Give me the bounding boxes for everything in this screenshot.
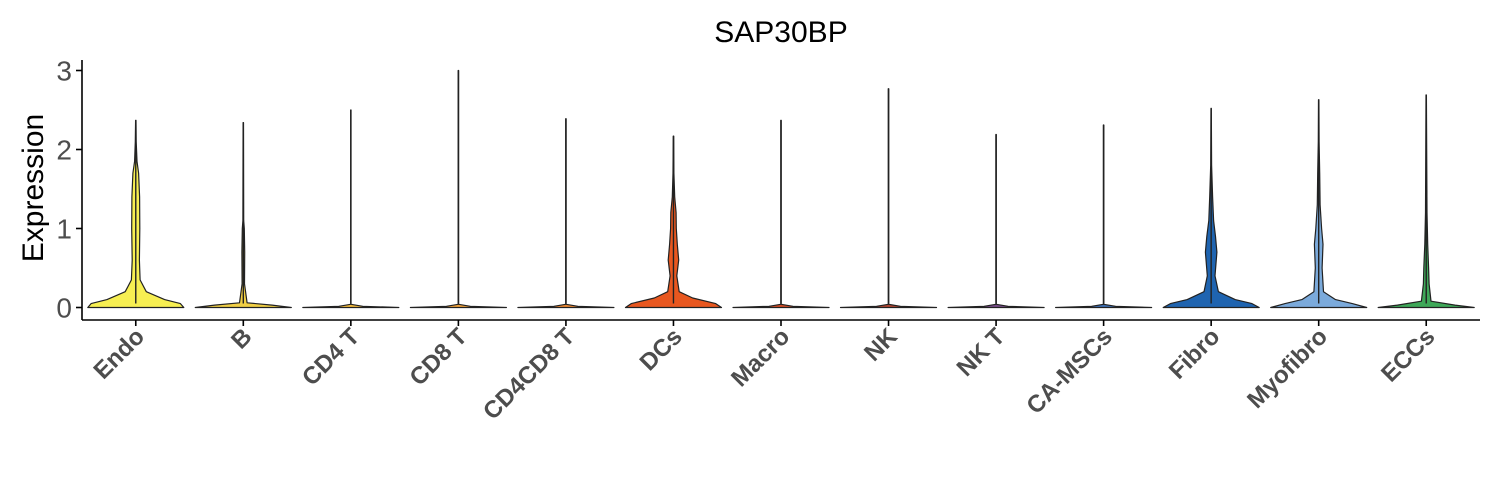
x-tick-label: CD8 T <box>405 323 473 391</box>
x-tick-label: Macro <box>726 323 795 392</box>
y-tick-label: 1 <box>56 214 72 245</box>
y-tick-label: 0 <box>56 293 72 324</box>
x-tick-label: CD4CD8 T <box>478 323 580 425</box>
x-tick-label: NK T <box>952 323 1011 382</box>
x-tick-label: Endo <box>88 323 150 385</box>
chart-title: SAP30BP <box>714 16 847 49</box>
y-axis-label: Expression <box>17 114 50 262</box>
y-tick-label: 3 <box>56 56 72 87</box>
y-axis-ticks: 0 1 2 3 <box>56 56 82 324</box>
x-tick-label: CD4 T <box>297 323 365 391</box>
x-tick-label: DCs <box>635 323 688 376</box>
x-tick-label: NK <box>859 323 903 367</box>
x-tick-label: Fibro <box>1164 323 1226 385</box>
x-axis-ticks: Endo B CD4 T CD8 T CD4CD8 T DCs Macro NK NK T CA-… <box>88 320 1440 425</box>
violins <box>87 69 1475 309</box>
x-tick-label: ECCs <box>1376 323 1440 387</box>
y-tick-label: 2 <box>56 135 72 166</box>
x-tick-label: B <box>226 323 257 354</box>
x-tick-label: Myofibro <box>1242 323 1333 414</box>
x-tick-label: CA-MSCs <box>1021 323 1117 419</box>
